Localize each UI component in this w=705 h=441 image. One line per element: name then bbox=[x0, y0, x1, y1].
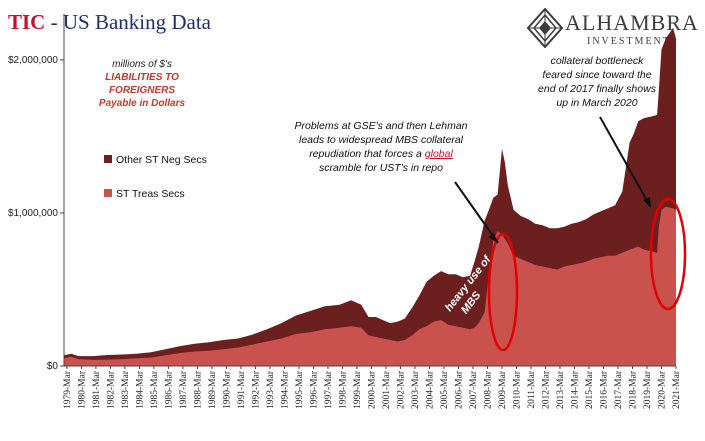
y-tick-label: $2,000,000 bbox=[8, 55, 58, 66]
x-axis-ticks: 1979-Mar 1980-Mar 1981-Mar 1982-Mar 1983-Mar… bbox=[63, 366, 682, 409]
arrow-gse-head bbox=[488, 233, 498, 243]
unit-note-line3: Payable in Dollars bbox=[98, 98, 186, 109]
x-tick-label: 1991-Mar bbox=[237, 370, 247, 409]
x-tick-label: 2004-Mar bbox=[426, 370, 436, 409]
annotation-bottleneck-line1: collateral bottleneck bbox=[550, 55, 644, 67]
x-tick-label: 1981-Mar bbox=[92, 370, 102, 409]
x-tick-label: 2002-Mar bbox=[397, 370, 407, 409]
x-tick-label: 1997-Mar bbox=[324, 370, 334, 409]
x-tick-label: 1994-Mar bbox=[280, 370, 290, 409]
x-tick-label: 2014-Mar bbox=[571, 370, 581, 409]
alhambra-logo: ALHAMBRA INVESTMENTS bbox=[527, 8, 702, 48]
x-tick-label: 2017-Mar bbox=[614, 370, 624, 409]
x-tick-label: 2010-Mar bbox=[513, 370, 523, 409]
x-tick-label: 1979-Mar bbox=[63, 370, 73, 409]
x-tick-label: 1990-Mar bbox=[222, 370, 232, 409]
legend: Other ST Neg Secs ST Treas Secs bbox=[104, 154, 207, 200]
unit-note-line1: millions of $'s bbox=[112, 59, 172, 70]
y-axis-ticks: $0 $1,000,000 $2,000,000 bbox=[8, 55, 64, 372]
x-tick-label: 1995-Mar bbox=[295, 370, 305, 409]
highlight-circle-2020 bbox=[649, 197, 687, 311]
annotation-bottleneck-line2: feared since toward the bbox=[542, 69, 652, 81]
chart-overlays bbox=[454, 116, 687, 352]
x-tick-label: 2007-Mar bbox=[469, 370, 479, 409]
x-tick-label: 2008-Mar bbox=[484, 370, 494, 409]
unit-note-line2: LIABILITIES TO FOREIGNERS bbox=[105, 72, 179, 96]
legend-swatch-treas bbox=[104, 189, 112, 197]
x-tick-label: 2001-Mar bbox=[382, 370, 392, 409]
annotation-gse-line3a: repudiation that forces a bbox=[309, 148, 425, 160]
legend-item-treas: ST Treas Secs bbox=[104, 188, 207, 200]
x-tick-label: 2011-Mar bbox=[527, 370, 537, 408]
x-tick-label: 1998-Mar bbox=[338, 370, 348, 409]
x-tick-label: 1987-Mar bbox=[179, 370, 189, 409]
arrow-bottleneck-head bbox=[643, 197, 651, 208]
x-tick-label: 2019-Mar bbox=[643, 370, 653, 409]
x-tick-label: 1996-Mar bbox=[309, 370, 319, 409]
arrow-bottleneck bbox=[599, 116, 651, 207]
x-tick-label: 1999-Mar bbox=[353, 370, 363, 409]
x-tick-label: 1986-Mar bbox=[164, 370, 174, 409]
x-tick-label: 2005-Mar bbox=[440, 370, 450, 409]
legend-label-other: Other ST Neg Secs bbox=[116, 154, 207, 166]
area-st-treas-secs bbox=[64, 206, 676, 366]
x-tick-label: 1988-Mar bbox=[193, 370, 203, 409]
alhambra-diamond-icon bbox=[527, 8, 563, 48]
x-tick-label: 1989-Mar bbox=[208, 370, 218, 409]
annotation-gse-global: global bbox=[424, 148, 453, 160]
highlight-circle-2008 bbox=[487, 232, 519, 352]
unit-note: millions of $'s LIABILITIES TO FOREIGNER… bbox=[72, 58, 212, 110]
x-tick-label: 2003-Mar bbox=[411, 370, 421, 409]
x-tick-label: 1983-Mar bbox=[121, 370, 131, 409]
x-tick-label: 1980-Mar bbox=[77, 370, 87, 409]
title-prefix: TIC bbox=[8, 10, 46, 34]
y-tick-label: $0 bbox=[47, 361, 59, 372]
y-tick-label: $1,000,000 bbox=[8, 208, 58, 219]
x-tick-label: 2016-Mar bbox=[600, 370, 610, 409]
legend-label-treas: ST Treas Secs bbox=[116, 188, 185, 200]
x-tick-label: 1985-Mar bbox=[150, 370, 160, 409]
annotation-bottleneck-line4: up in March 2020 bbox=[556, 97, 638, 109]
chart-areas bbox=[64, 27, 676, 367]
x-tick-label: 2009-Mar bbox=[498, 370, 508, 409]
x-tick-label: 2018-Mar bbox=[629, 370, 639, 409]
x-tick-label: 1982-Mar bbox=[106, 370, 116, 409]
x-tick-label: 1993-Mar bbox=[266, 370, 276, 409]
legend-item-other: Other ST Neg Secs bbox=[104, 154, 207, 166]
annotation-gse-line2: leads to widespread MBS collateral bbox=[298, 134, 463, 146]
legend-swatch-other bbox=[104, 155, 112, 163]
x-tick-label: 2013-Mar bbox=[556, 370, 566, 409]
logo-sub: INVESTMENTS bbox=[587, 36, 679, 47]
arrow-gse bbox=[454, 181, 499, 244]
x-tick-label: 2012-Mar bbox=[542, 370, 552, 409]
annotation-gse-line4: scramble for UST's in repo bbox=[319, 162, 443, 174]
annotation-bottleneck: collateral bottleneck feared since towar… bbox=[512, 54, 682, 110]
x-tick-label: 1992-Mar bbox=[251, 370, 261, 409]
annotation-gse-line3: repudiation that forces a global bbox=[276, 147, 486, 161]
logo-name: ALHAMBRA bbox=[565, 10, 699, 35]
x-tick-label: 1984-Mar bbox=[135, 370, 145, 409]
title-rest: - US Banking Data bbox=[45, 10, 212, 34]
x-tick-label: 2006-Mar bbox=[455, 370, 465, 409]
x-tick-label: 2021-Mar bbox=[672, 370, 682, 409]
x-tick-label: 2020-Mar bbox=[658, 370, 668, 409]
annotation-gse: Problems at GSE's and then Lehman leads … bbox=[276, 119, 486, 175]
annotation-gse-line1: Problems at GSE's and then Lehman bbox=[294, 120, 468, 132]
annotation-bottleneck-line3: end of 2017 finally shows bbox=[538, 83, 656, 95]
x-tick-label: 2000-Mar bbox=[368, 370, 378, 409]
x-tick-label: 2015-Mar bbox=[585, 370, 595, 409]
chart-title: TIC - US Banking Data bbox=[8, 10, 211, 35]
